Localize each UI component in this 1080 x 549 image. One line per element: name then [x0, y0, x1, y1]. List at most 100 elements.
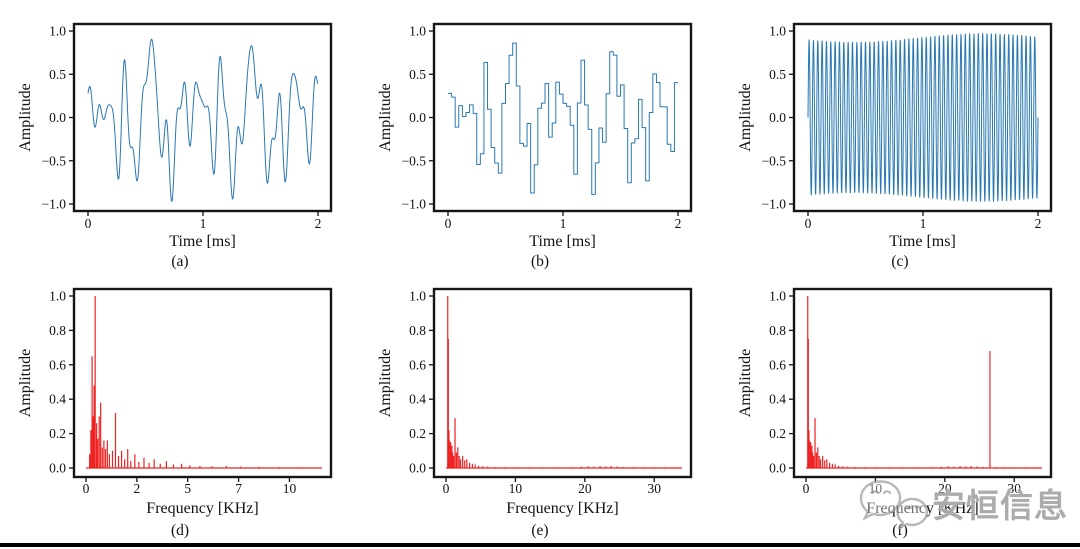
- y-axis-label: Amplitude: [377, 83, 394, 151]
- subplot-f: 1.0 0.8 0.6 0.4 0.2 0.0 0 10 20 30 Amplitude Freque…: [720, 272, 1080, 549]
- subplot-d-plot: 1.0 0.8 0.6 0.4 0.2 0.0 0 2 5 7 10 Amplitude Frequen…: [17, 287, 333, 539]
- subplot-c-plot: 1.0 0.5 0.0 −0.5 −1.0 0 1 2 Amplitude Time [ms] (c…: [737, 22, 1053, 270]
- spectrum-peaks: [89, 296, 303, 468]
- subplot-caption: (d): [171, 522, 189, 539]
- y-tick-label: 0.6: [769, 357, 786, 372]
- y-tick-label: 0.8: [409, 323, 426, 338]
- x-axis-label: Frequency [KHz]: [506, 500, 618, 517]
- y-tick-label: 1.0: [49, 289, 66, 304]
- subplot-caption: (b): [531, 253, 549, 270]
- x-tick-label: 2: [133, 481, 140, 496]
- subplot-d: 1.0 0.8 0.6 0.4 0.2 0.0 0 2 5 7 10 Amplitude Frequen…: [0, 272, 360, 549]
- x-tick-label: 20: [938, 481, 952, 496]
- y-tick-label: 0.0: [409, 461, 426, 476]
- y-tick-label: 1.0: [769, 289, 786, 304]
- subplot-b: 1.0 0.5 0.0 −0.5 −1.0 0 1 2 Amplitude Time [ms] (b…: [360, 0, 720, 272]
- waveform-line: [448, 42, 678, 195]
- y-axis-label: Amplitude: [17, 83, 34, 151]
- y-tick-label: 0.2: [769, 426, 786, 441]
- bottom-divider-bar: [0, 543, 1080, 547]
- y-tick-label: 1.0: [769, 24, 786, 39]
- y-axis-label: Amplitude: [17, 349, 34, 417]
- x-tick-label: 20: [578, 481, 592, 496]
- subplot-caption: (f): [892, 522, 908, 539]
- y-axis-label: Amplitude: [377, 349, 394, 417]
- y-tick-label: 1.0: [409, 289, 426, 304]
- x-tick-label: 2: [315, 216, 322, 231]
- axes-frame: [432, 22, 693, 213]
- x-tick-label: 10: [283, 481, 297, 496]
- axes-frame: [72, 22, 333, 213]
- y-tick-label: 0.6: [49, 357, 66, 372]
- subplot-caption: (e): [531, 522, 548, 539]
- axes-frame: [792, 22, 1053, 213]
- subplot-caption: (a): [171, 253, 188, 270]
- subplot-b-plot: 1.0 0.5 0.0 −0.5 −1.0 0 1 2 Amplitude Time [ms] (b…: [377, 22, 693, 270]
- waveform-line: [87, 38, 319, 202]
- y-tick-label: 0.0: [409, 110, 426, 125]
- x-tick-label: 2: [675, 216, 682, 231]
- x-tick-label: 7: [235, 481, 242, 496]
- y-tick-label: 0.4: [409, 392, 426, 407]
- subplot-f-plot: 1.0 0.8 0.6 0.4 0.2 0.0 0 10 20 30 Amplitude Freque…: [737, 287, 1053, 539]
- x-tick-label: 10: [509, 481, 523, 496]
- y-tick-label: −0.5: [42, 153, 67, 168]
- y-tick-label: −1.0: [42, 197, 67, 212]
- x-tick-label: 0: [443, 481, 450, 496]
- x-axis-label: Time [ms]: [169, 233, 236, 250]
- x-tick-label: 0: [803, 481, 810, 496]
- x-tick-label: 1: [200, 216, 207, 231]
- y-tick-label: 0.8: [49, 323, 66, 338]
- y-tick-label: 0.8: [769, 323, 786, 338]
- subplot-a: 1.0 0.5 0.0 −0.5 −1.0 0 1 2 Amplitude Time [ms] (a…: [0, 0, 360, 272]
- x-tick-label: 1: [560, 216, 567, 231]
- x-tick-label: 0: [83, 481, 90, 496]
- y-tick-label: 0.4: [769, 392, 786, 407]
- x-tick-label: 1: [920, 216, 927, 231]
- x-tick-label: 5: [184, 481, 191, 496]
- x-axis-label: Frequency [KHz]: [146, 500, 258, 517]
- x-tick-label: 30: [1007, 481, 1021, 496]
- y-tick-label: 0.0: [49, 461, 66, 476]
- y-tick-label: −1.0: [402, 197, 427, 212]
- axes-frame: [792, 287, 1053, 479]
- y-tick-label: 0.2: [49, 426, 66, 441]
- y-tick-label: 0.2: [409, 426, 426, 441]
- y-tick-label: 0.0: [769, 461, 786, 476]
- x-axis-label: Frequency [KHz]: [866, 500, 978, 517]
- y-tick-label: −1.0: [762, 197, 787, 212]
- y-tick-label: −0.5: [762, 153, 787, 168]
- y-axis-label: Amplitude: [737, 83, 754, 151]
- x-axis-label: Time [ms]: [529, 233, 596, 250]
- y-tick-label: −0.5: [402, 153, 427, 168]
- x-axis-label: Time [ms]: [889, 233, 956, 250]
- x-tick-label: 30: [647, 481, 661, 496]
- axes-frame: [72, 287, 333, 479]
- axes-frame: [432, 287, 693, 479]
- y-tick-label: 0.5: [49, 67, 66, 82]
- subplot-caption: (c): [891, 253, 908, 270]
- y-tick-label: 1.0: [409, 24, 426, 39]
- spectrum-peaks: [807, 296, 1036, 468]
- y-tick-label: 0.0: [49, 110, 66, 125]
- x-tick-label: 2: [1035, 216, 1042, 231]
- x-tick-label: 0: [445, 216, 452, 231]
- y-axis-label: Amplitude: [737, 349, 754, 417]
- x-tick-label: 0: [85, 216, 92, 231]
- y-tick-label: 0.5: [769, 67, 786, 82]
- spectrum-peaks: [447, 296, 676, 468]
- y-tick-label: 0.5: [409, 67, 426, 82]
- y-tick-label: 0.0: [769, 110, 786, 125]
- y-tick-label: 0.4: [49, 392, 66, 407]
- y-tick-label: 1.0: [49, 24, 66, 39]
- waveform-line: [807, 33, 1039, 202]
- y-tick-label: 0.6: [409, 357, 426, 372]
- subplot-e: 1.0 0.8 0.6 0.4 0.2 0.0 0 10 20 30 Amplitude Freque…: [360, 272, 720, 549]
- x-tick-label: 0: [805, 216, 812, 231]
- subplot-a-plot: 1.0 0.5 0.0 −0.5 −1.0 0 1 2 Amplitude Time [ms] (a…: [17, 22, 333, 270]
- subplot-c: 1.0 0.5 0.0 −0.5 −1.0 0 1 2 Amplitude Time [ms] (c…: [720, 0, 1080, 272]
- x-tick-label: 10: [869, 481, 883, 496]
- subplot-e-plot: 1.0 0.8 0.6 0.4 0.2 0.0 0 10 20 30 Amplitude Freque…: [377, 287, 693, 539]
